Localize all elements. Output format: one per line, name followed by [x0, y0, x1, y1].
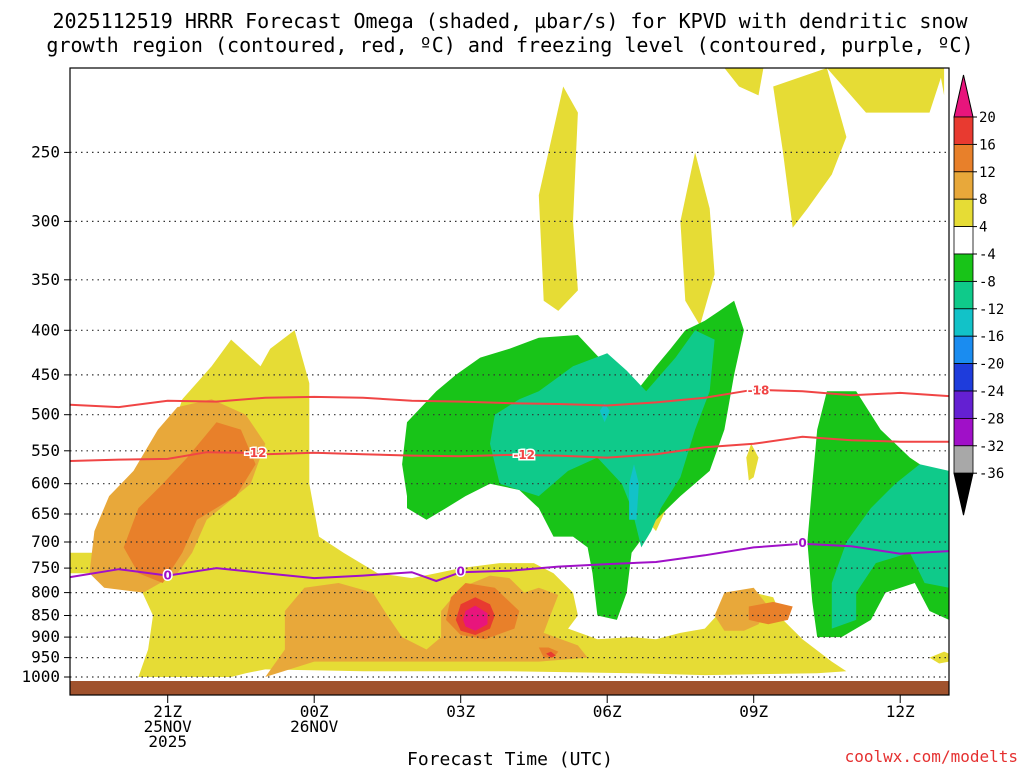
colorbar-band-3: [953, 171, 974, 200]
y-tick-label-1000: 1000: [21, 667, 60, 686]
dendritic-bottom-line: [70, 435, 949, 462]
colorbar: 20 16 12 8 4 -4 -8 -12 -16 -20 -24 -28 -32 -36: [953, 74, 1004, 516]
x-tick-label-3-0: 06Z: [593, 702, 622, 721]
colorbar-label-1: 16: [979, 137, 996, 153]
temperature-contours: [70, 388, 949, 583]
colorbar-band-1: [953, 116, 974, 145]
omega-region-2: [538, 86, 578, 311]
colorbar-label-4: 4: [979, 220, 987, 236]
colorbar-band-4: [953, 198, 974, 227]
colorbar-band-2: [953, 143, 974, 173]
omega-region-20: [463, 605, 488, 631]
y-tick-label-850: 850: [31, 606, 60, 625]
x-tick-label-0-1: 25NOV: [144, 717, 193, 736]
omega-region-6: [826, 68, 945, 113]
omega-region-5: [724, 68, 764, 96]
colorbar-label-11: -28: [979, 411, 1004, 427]
x-tick-label-0-2: 2025: [148, 732, 187, 751]
omega-region-19: [546, 651, 556, 658]
x-tick-label-1-0: 00Z: [300, 702, 329, 721]
colorbar-label-3: 8: [979, 192, 987, 208]
colorbar-band-9: [953, 335, 974, 365]
omega-region-7: [773, 68, 847, 228]
freezing-level-line: [70, 542, 949, 583]
chart-title-line-2: growth region (contoured, red, ºC) and f…: [46, 33, 973, 57]
contour-label-5: 0: [798, 536, 806, 550]
y-tick-label-550: 550: [31, 441, 60, 460]
contour-labels: -18 -12 -12 0 0 0: [162, 382, 808, 584]
colorbar-top-arrow: [953, 74, 974, 118]
x-tick-label-2-0: 03Z: [446, 702, 475, 721]
omega-region-8: [746, 443, 759, 481]
colorbar-label-2: 12: [979, 165, 996, 181]
dendritic-top-line: [70, 388, 949, 409]
colorbar-bottom-arrow: [953, 472, 974, 516]
y-tick-label-700: 700: [31, 532, 60, 551]
contour-label-3: 0: [164, 569, 172, 583]
y-tick-label-300: 300: [31, 211, 60, 230]
plot-frame: [69, 67, 950, 696]
y-tick-label-900: 900: [31, 627, 60, 646]
plot-area: -18 -12 -12 0 0 0: [70, 68, 949, 695]
x-tick-label-0-0: 21Z: [153, 702, 182, 721]
y-tick-label-400: 400: [31, 320, 60, 339]
y-tick-label-750: 750: [31, 558, 60, 577]
y-tick-label-450: 450: [31, 365, 60, 384]
colorbar-band-7: [953, 280, 974, 310]
omega-region-24: [831, 464, 949, 629]
y-tick-label-350: 350: [31, 270, 60, 289]
y-tick-label-600: 600: [31, 474, 60, 493]
colorbar-label-13: -36: [979, 466, 1004, 482]
colorbar-band-5: [953, 226, 974, 255]
colorbar-band-8: [953, 308, 974, 337]
watermark: coolwx.com/modelts: [845, 747, 1018, 766]
omega-region-14: [123, 422, 256, 583]
colorbar-band-12: [953, 417, 974, 447]
colorbar-label-6: -8: [979, 274, 996, 290]
omega-region-3: [680, 152, 715, 326]
omega-region-10: [939, 68, 945, 96]
omega-region-0: [70, 330, 847, 677]
y-tick-label-950: 950: [31, 648, 60, 667]
omega-region-25: [629, 464, 639, 520]
omega-region-1: [157, 657, 202, 677]
colorbar-label-8: -16: [979, 329, 1004, 345]
contour-label-1: -12: [245, 446, 267, 460]
colorbar-band-6: [953, 253, 974, 282]
chart-title-line-1: 2025112519 HRRR Forecast Omega (shaded, …: [52, 9, 968, 33]
colorbar-band-10: [953, 363, 974, 392]
y-tick-label-500: 500: [31, 405, 60, 424]
x-tick-label-1-1: 26NOV: [290, 717, 339, 736]
y-axis: 250 300 350 400 450 500 550 600 650 700 750 800 850 9…: [21, 142, 70, 686]
x-tick-label-5-0: 12Z: [886, 702, 915, 721]
omega-region-23: [490, 330, 715, 548]
ground-surface: [70, 681, 949, 695]
colorbar-label-5: -4: [979, 247, 996, 263]
colorbar-label-7: -12: [979, 302, 1004, 318]
pressure-gridlines: [70, 151, 949, 678]
contour-label-0: -18: [748, 384, 770, 398]
omega-region-26: [599, 403, 610, 423]
y-tick-label-250: 250: [31, 142, 60, 161]
omega-shading: [70, 68, 949, 677]
colorbar-band-13: [953, 445, 974, 474]
colorbar-band-11: [953, 390, 974, 419]
x-tick-label-4-0: 09Z: [739, 702, 768, 721]
contour-label-4: 0: [457, 565, 465, 579]
y-tick-label-650: 650: [31, 504, 60, 523]
x-axis-label: Forecast Time (UTC): [407, 749, 613, 768]
omega-region-16: [748, 601, 793, 625]
colorbar-label-9: -20: [979, 357, 1004, 373]
colorbar-label-10: -24: [979, 384, 1004, 400]
colorbar-label-12: -32: [979, 439, 1004, 455]
y-tick-label-800: 800: [31, 583, 60, 602]
contour-label-2: -12: [513, 448, 535, 462]
colorbar-label-0: 20: [979, 110, 996, 126]
